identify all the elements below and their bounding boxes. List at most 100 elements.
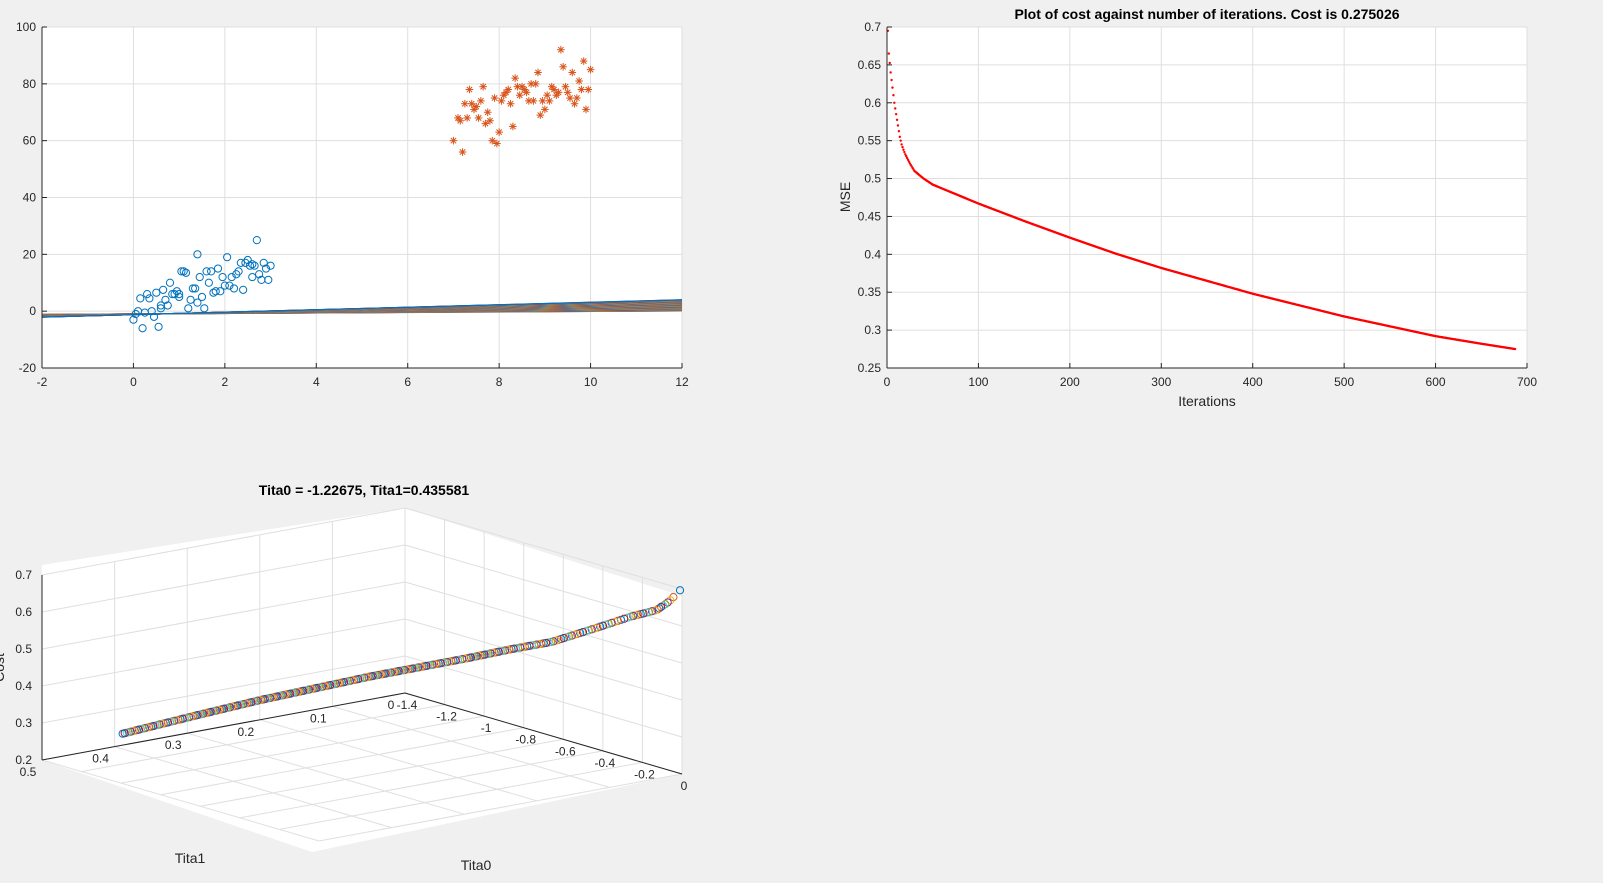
asterisk-marker	[515, 91, 524, 99]
cost-point	[907, 160, 911, 163]
floor-gridline-tita0	[160, 727, 524, 796]
circle-marker	[204, 278, 213, 287]
cost-point	[894, 112, 898, 116]
asterisk-stroke	[539, 97, 546, 104]
floor-gridline-tita0	[318, 773, 683, 842]
circle-marker	[227, 272, 236, 282]
circle-marker	[156, 304, 165, 313]
circle-marker	[259, 258, 268, 267]
surface-3d-ylabel: Tita1	[175, 850, 206, 866]
cost-plot-axes: 0 100 200 300 400 500 600 700 0.25 0.3 0.35 0.4 0.45…	[837, 6, 1537, 409]
asterisk-marker	[529, 97, 538, 105]
circle-marker	[239, 285, 248, 294]
circle-marker	[202, 267, 211, 276]
tita0-axis-line	[404, 692, 683, 775]
asterisk-stroke	[475, 114, 482, 121]
cost-point	[905, 156, 909, 160]
floor-gridline-tita1	[41, 759, 320, 842]
cost-point	[904, 153, 907, 156]
y-tick-label: 0.35	[858, 285, 882, 299]
y-tick-label: 60	[23, 134, 37, 148]
asterisk-stroke	[482, 120, 489, 127]
circle-marker	[216, 287, 225, 296]
floor-gridline-tita0	[81, 704, 445, 773]
asterisk-marker	[545, 97, 554, 105]
cost-tick-label: 0.4	[15, 679, 32, 693]
y-tick-label: 40	[23, 191, 37, 205]
circle-marker	[191, 284, 200, 293]
wall-gridline-cost-right	[404, 544, 683, 627]
asterisk-stroke	[557, 46, 564, 53]
asterisk-stroke	[459, 149, 466, 156]
asterisk-stroke	[491, 95, 498, 102]
asterisk-marker	[557, 45, 565, 54]
asterisk-marker	[497, 97, 506, 105]
surface-3d-back-left-pane	[42, 508, 405, 760]
asterisk-stroke	[582, 106, 590, 113]
circle-marker	[184, 304, 193, 313]
y-tick-label: 0.25	[858, 361, 882, 375]
tita1-tick-label: 0.4	[92, 752, 109, 766]
circle-marker	[140, 308, 149, 317]
wall-gridline-cost-left	[41, 618, 406, 687]
circle-marker	[243, 255, 252, 265]
cost-plot-title: Plot of cost against number of iteration…	[1014, 6, 1399, 22]
asterisk-stroke	[562, 83, 569, 90]
cost-tick-label: 0.5	[15, 642, 32, 656]
x-tick-label: 2	[222, 375, 229, 389]
y-tick-label: 0.4	[864, 247, 881, 261]
circle-marker	[186, 295, 195, 304]
tita1-tick-label: 0.5	[20, 765, 37, 779]
asterisk-marker	[561, 82, 570, 91]
asterisk-stroke	[498, 97, 505, 104]
asterisk-marker	[467, 99, 476, 108]
asterisk-marker	[584, 85, 593, 94]
asterisk-stroke	[512, 75, 519, 82]
y-tick-label: 80	[23, 77, 37, 91]
asterisk-stroke	[555, 89, 562, 96]
asterisk-marker	[506, 99, 515, 108]
floor-gridline-tita1	[332, 705, 610, 788]
y-tick-label: -20	[19, 361, 37, 375]
asterisk-stroke	[576, 77, 583, 85]
asterisk-marker	[536, 111, 545, 119]
surface-3d-title: Tita0 = -1.22675, Tita1=0.435581	[259, 482, 470, 498]
circle-marker	[175, 292, 184, 302]
path-point	[655, 604, 664, 613]
path-point	[647, 607, 657, 616]
path-point	[661, 600, 670, 609]
tita0-tick-label: -0.2	[634, 767, 655, 781]
cost-tick-label: 0.7	[15, 568, 32, 582]
tita1-tick-label: 0.3	[165, 738, 182, 752]
circle-marker	[136, 294, 145, 303]
asterisk-stroke	[537, 112, 544, 119]
path-point	[675, 586, 685, 595]
asterisk-marker	[568, 68, 577, 77]
asterisk-marker	[479, 82, 487, 91]
circle-marker	[252, 236, 261, 245]
cost-point	[895, 118, 899, 122]
x-tick-label: -2	[37, 375, 48, 389]
asterisk-stroke	[516, 92, 523, 99]
floor-gridline-tita0	[200, 738, 564, 807]
circle-marker	[195, 272, 204, 282]
asterisk-stroke	[457, 117, 464, 124]
circle-marker	[250, 261, 259, 270]
cost-plot-frame	[886, 27, 1527, 369]
surface-3d-xlabel: Tita0	[461, 857, 492, 873]
asterisk-marker	[579, 57, 588, 65]
asterisk-stroke	[564, 89, 571, 96]
asterisk-marker	[461, 99, 469, 108]
asterisk-stroke	[509, 123, 516, 130]
x-tick-label: 700	[1517, 375, 1537, 389]
asterisk-marker	[477, 97, 485, 105]
tita1-axis-line	[41, 692, 406, 761]
x-tick-label: 4	[313, 375, 320, 389]
surface-3d-ticks: -1.4 -1.2 -1 -0.8 -0.6 -0.4 -0.2 0 0 0.1 0.2 0.3 0.4…	[0, 568, 688, 793]
asterisk-marker	[586, 65, 595, 74]
asterisk-stroke	[461, 100, 468, 107]
asterisk-marker	[486, 116, 494, 125]
path-point	[651, 606, 660, 615]
asterisk-stroke	[507, 100, 514, 107]
